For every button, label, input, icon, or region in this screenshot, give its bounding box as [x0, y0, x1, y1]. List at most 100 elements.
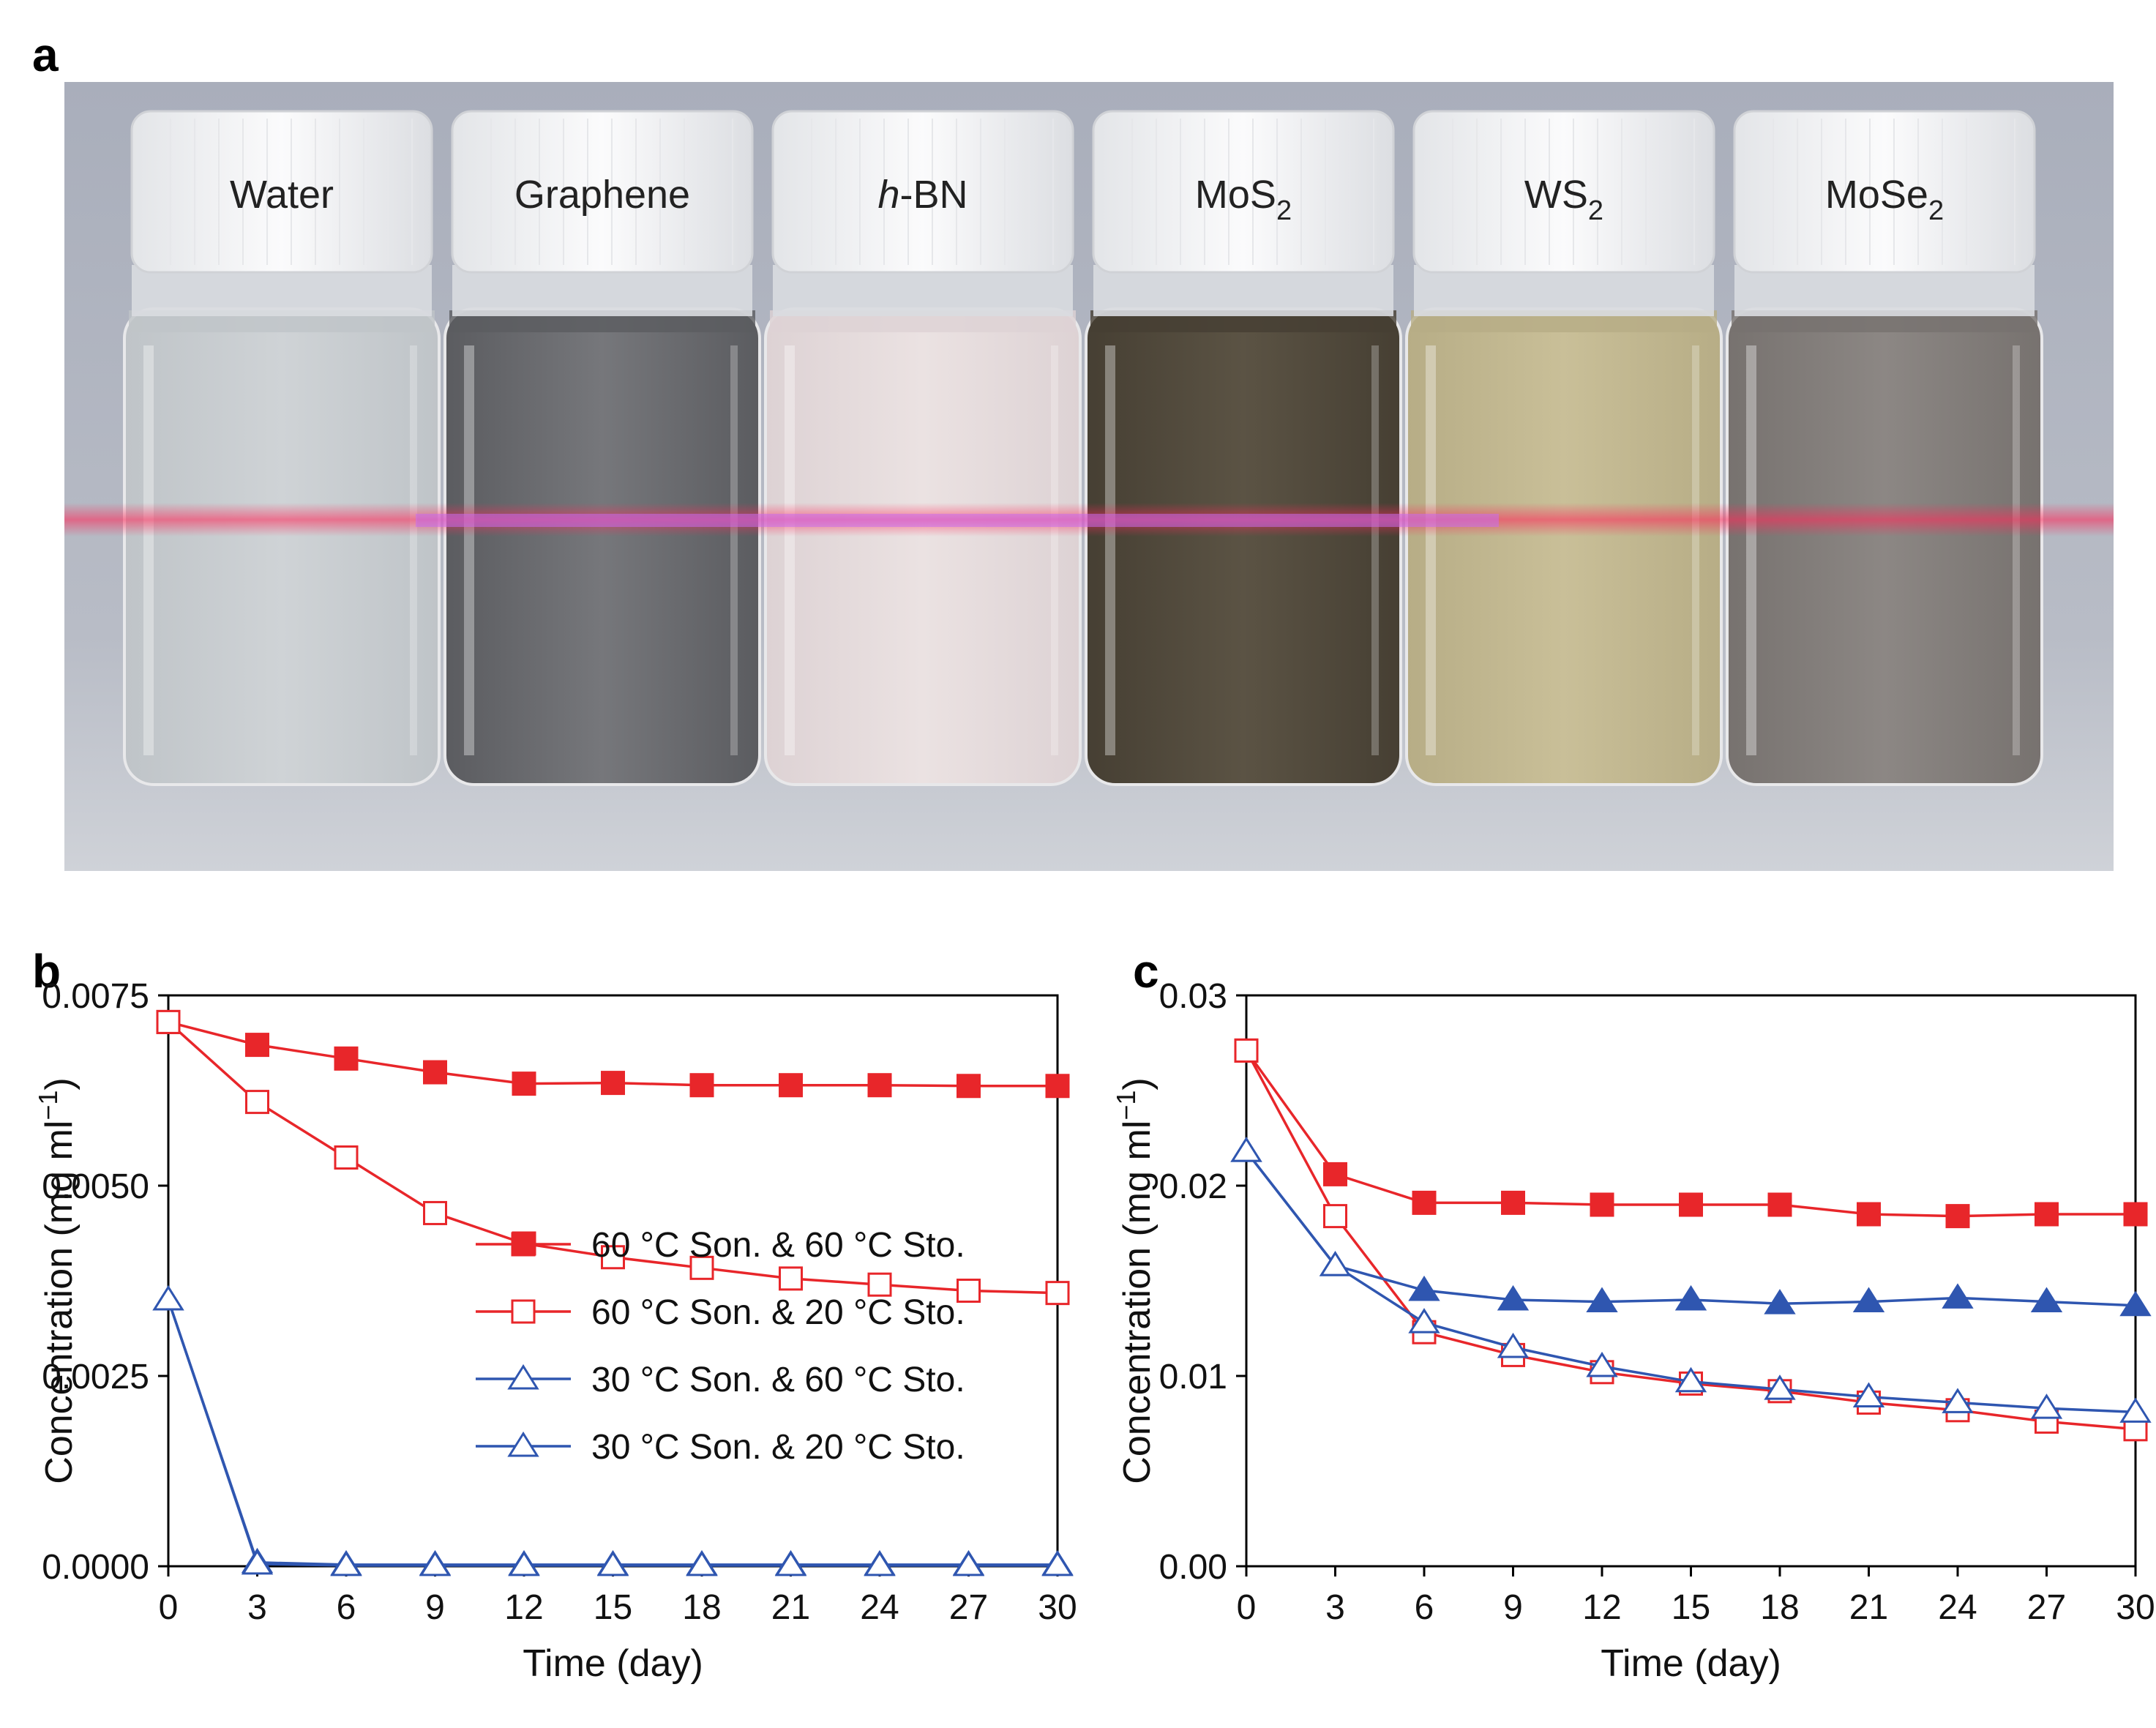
chart-b: 0 3 6 9 12 15 18 21 24 27 30 0.0000 0.0025 0.0050 0.00… [33, 977, 1077, 1685]
data-point [511, 1299, 536, 1324]
data-point [419, 1550, 452, 1576]
data-point [1852, 1382, 1885, 1408]
vial-label: MoS2 [1195, 173, 1292, 226]
vial-6: MoSe2 [1726, 110, 2043, 786]
x-tick-label: 9 [425, 1588, 445, 1627]
vial-label: WS2 [1524, 173, 1603, 226]
vial-neck [132, 265, 432, 316]
x-tick-label: 12 [1582, 1588, 1621, 1627]
x-tick-label: 0 [159, 1588, 179, 1627]
x-tick-label: 18 [1760, 1588, 1799, 1627]
data-point [1945, 1204, 1970, 1229]
data-point [2123, 1202, 2148, 1227]
x-tick-label: 12 [504, 1588, 543, 1627]
data-point [334, 1046, 359, 1071]
vial-neck [1093, 265, 1393, 316]
data-point [1230, 1137, 1262, 1162]
data-point [779, 1073, 803, 1098]
data-point [1497, 1284, 1530, 1311]
data-point [1590, 1192, 1614, 1217]
data-point [686, 1550, 718, 1576]
data-point [2119, 1290, 2152, 1317]
legend-item: 30 °C Son. & 60 °C Sto. [476, 1361, 965, 1399]
x-axis-label: Time (day) [1601, 1642, 1781, 1685]
y-axis-label: Concentration (mg ml−1) [33, 1077, 81, 1484]
data-point [1857, 1202, 1881, 1227]
vial-1: Water [123, 110, 441, 786]
data-point [1234, 1038, 1259, 1063]
vial-body [1405, 307, 1723, 786]
data-point [1408, 1308, 1440, 1334]
x-tick-label: 6 [337, 1588, 356, 1627]
data-point [330, 1550, 362, 1576]
data-point [2119, 1397, 2152, 1423]
data-point [601, 1071, 625, 1096]
panel-label-b: b [32, 945, 61, 998]
vial-body [123, 307, 441, 786]
data-point [152, 1284, 184, 1311]
vial-neck [773, 265, 1073, 316]
plot-frame [1245, 994, 2137, 1568]
data-point [2035, 1202, 2059, 1227]
legend-item: 60 °C Son. & 20 °C Sto. [476, 1293, 965, 1332]
x-tick-label: 6 [1415, 1588, 1434, 1627]
vial-5: WS2 [1405, 110, 1723, 786]
vial-label: MoSe2 [1825, 173, 1944, 226]
data-point [1674, 1366, 1707, 1393]
vial-body [764, 307, 1082, 786]
vial-cap [1092, 110, 1395, 274]
data-point [1679, 1192, 1703, 1217]
x-tick-label: 15 [1672, 1588, 1710, 1627]
data-point [507, 1364, 539, 1390]
y-tick-label: 0.0025 [42, 1358, 149, 1396]
x-tick-label: 24 [1938, 1588, 1977, 1627]
chart-c: 0 3 6 9 12 15 18 21 24 27 30 0.00 0.01 0.02 0.03 Time (… [1111, 977, 2155, 1685]
vial-3: h-BN [764, 110, 1082, 786]
data-point [507, 1431, 539, 1457]
vial-highlight [1746, 345, 1756, 755]
data-point [423, 1060, 447, 1085]
series-line [1245, 1151, 2136, 1307]
x-tick-label: 3 [1325, 1588, 1345, 1627]
y-tick-label: 0.0075 [42, 977, 149, 1016]
legend-item: 60 °C Son. & 60 °C Sto. [476, 1226, 965, 1265]
vials-photo: Water Graphene h-BN MoS2 WS2 MoSe2 [64, 82, 2114, 871]
data-point [1501, 1190, 1525, 1215]
data-point [1323, 1162, 1347, 1186]
x-tick-label: 18 [682, 1588, 721, 1627]
x-tick-label: 30 [2116, 1588, 2155, 1627]
data-point [1767, 1192, 1792, 1217]
vial-body [1085, 307, 1402, 786]
legend-label: 60 °C Son. & 60 °C Sto. [591, 1226, 965, 1265]
x-tick-label: 15 [594, 1588, 632, 1627]
vial-label: Graphene [514, 173, 690, 217]
data-point [1041, 1550, 1074, 1576]
vial-body [1726, 307, 2043, 786]
data-point [1942, 1283, 1974, 1309]
data-point [689, 1073, 714, 1098]
vial-highlight [1051, 345, 1058, 755]
data-point [1852, 1287, 1885, 1313]
data-point [952, 1550, 985, 1576]
data-point [2030, 1394, 2063, 1419]
vial-label: h-BN [877, 173, 967, 217]
series-4 [1230, 1137, 2152, 1423]
data-point [774, 1550, 807, 1576]
data-point [1586, 1287, 1618, 1313]
data-point [957, 1074, 981, 1099]
vial-4: MoS2 [1085, 110, 1402, 786]
y-tick-label: 0.00 [1159, 1548, 1227, 1587]
x-tick-label: 30 [1038, 1588, 1077, 1627]
vial-highlight [730, 345, 738, 755]
laser-scatter [416, 514, 1499, 527]
data-point [1497, 1332, 1530, 1358]
data-point [245, 1033, 269, 1058]
vial-highlight [785, 345, 795, 755]
legend-item: 30 °C Son. & 20 °C Sto. [476, 1428, 965, 1467]
data-point [1764, 1374, 1796, 1400]
vial-highlight [1371, 345, 1379, 755]
y-tick-label: 0.0000 [42, 1548, 149, 1587]
x-tick-label: 24 [860, 1588, 899, 1627]
x-tick-label: 21 [1849, 1588, 1888, 1627]
x-tick-label: 27 [949, 1588, 988, 1627]
